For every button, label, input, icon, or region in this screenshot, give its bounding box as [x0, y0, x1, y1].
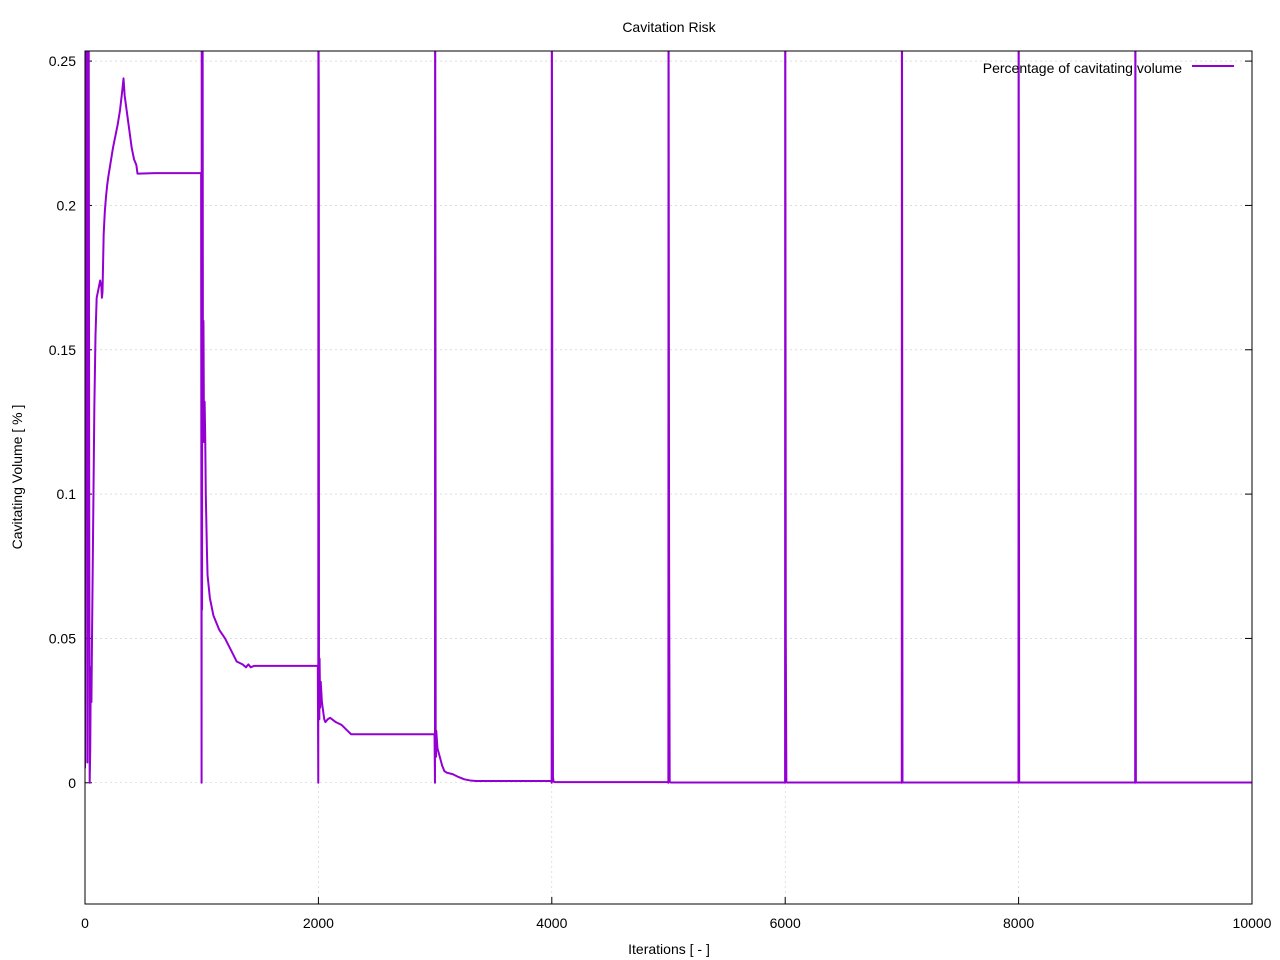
x-tick-label: 10000 — [1233, 915, 1272, 931]
y-tick-label: 0 — [68, 775, 76, 791]
plot-frame — [84, 50, 1253, 905]
y-tick-label: 0.2 — [57, 197, 77, 213]
y-tick-label: 0.1 — [57, 486, 77, 502]
chart-title: Cavitation Risk — [622, 19, 716, 35]
series-line — [85, 51, 1252, 784]
y-tick-label: 0.15 — [49, 342, 76, 358]
x-tick-label: 2000 — [303, 915, 334, 931]
x-tick-label: 6000 — [770, 915, 801, 931]
legend: Percentage of cavitating volume — [983, 60, 1234, 76]
y-axis-label: Cavitating Volume [ % ] — [9, 405, 25, 550]
x-tick-label: 4000 — [536, 915, 567, 931]
legend-label: Percentage of cavitating volume — [983, 60, 1182, 76]
x-tick-label: 0 — [81, 915, 89, 931]
axis-ticks: 0 2000 4000 6000 8000 10000 0 0.05 0.1 0.15 0.2 0.2… — [49, 51, 1272, 931]
y-tick-label: 0.05 — [49, 630, 76, 646]
series-layer — [85, 51, 1252, 784]
x-axis-label: Iterations [ - ] — [628, 941, 710, 957]
x-tick-label: 8000 — [1003, 915, 1034, 931]
y-tick-label: 0.25 — [49, 53, 76, 69]
